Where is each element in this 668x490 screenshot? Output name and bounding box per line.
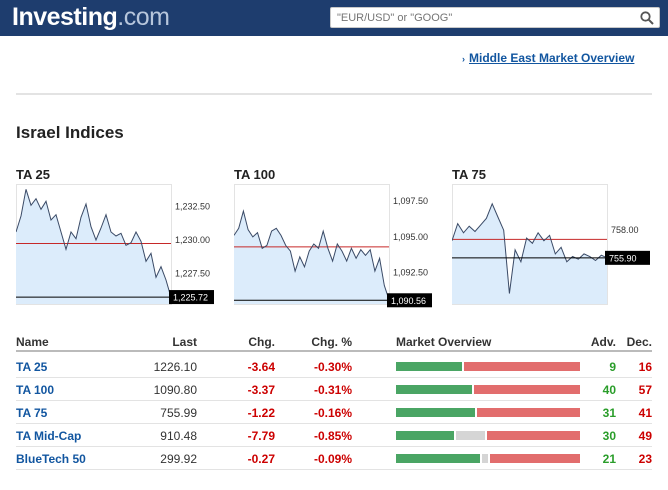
table-row: TA 75 755.99 -1.22 -0.16% 31 41: [16, 401, 652, 424]
search-box[interactable]: [330, 7, 660, 28]
site-logo[interactable]: Investing.com: [12, 3, 170, 32]
area-fill: [16, 189, 171, 304]
market-overview-bar: [396, 431, 580, 440]
change-percent: -0.30%: [313, 360, 352, 374]
unchanged-segment: [454, 431, 486, 440]
middle-east-overview-link[interactable]: › Middle East Market Overview: [462, 51, 634, 65]
advancers-count: 40: [602, 383, 616, 397]
chart-ta25[interactable]: 1,232.50 1,230.00 1,227.50 1,225.72: [16, 184, 216, 309]
decliners-count: 57: [638, 383, 652, 397]
price-line: [452, 202, 608, 294]
last-value-box: [605, 250, 650, 265]
market-overview-bar: [396, 362, 580, 371]
advancers-segment: [396, 362, 463, 371]
page-title: Israel Indices: [16, 123, 124, 142]
y-tick-label: 1,230.00: [175, 235, 210, 245]
advancers-count: 9: [609, 360, 616, 374]
last-value-box: [169, 290, 214, 305]
last-value: 299.92: [160, 452, 197, 466]
last-value: 755.99: [160, 406, 197, 420]
last-value-label: 1,225.72: [173, 293, 208, 303]
chart-ta75[interactable]: 758.00 755.90: [452, 184, 652, 309]
change-value: -3.64: [247, 360, 275, 374]
header-chg-pct[interactable]: Chg. %: [311, 335, 352, 349]
y-tick-label: 1,097.50: [393, 196, 428, 206]
change-value: -0.27: [247, 452, 275, 466]
decliners-segment: [485, 431, 580, 440]
decliners-count: 16: [638, 360, 652, 374]
decliners-count: 23: [638, 452, 652, 466]
decliners-segment: [488, 454, 580, 463]
chevron-right-icon: ›: [462, 54, 465, 64]
change-percent: -0.16%: [313, 406, 352, 420]
header-chg[interactable]: Chg.: [248, 335, 275, 349]
area-fill: [234, 211, 389, 304]
last-value-label: 755.90: [609, 253, 637, 263]
middle-east-overview-label: Middle East Market Overview: [469, 51, 635, 65]
logo-main: Investing: [12, 3, 118, 31]
header-name[interactable]: Name: [16, 335, 49, 349]
table-row: TA 25 1226.10 -3.64 -0.30% 9 16: [16, 355, 652, 378]
market-overview-bar: [396, 454, 580, 463]
area-fill: [452, 203, 607, 304]
change-percent: -0.31%: [313, 383, 352, 397]
decliners-segment: [462, 362, 580, 371]
top-header: Investing.com: [0, 0, 668, 36]
advancers-count: 30: [602, 429, 616, 443]
change-percent: -0.09%: [313, 452, 352, 466]
header-adv[interactable]: Adv.: [590, 335, 616, 349]
decliners-segment: [471, 385, 580, 394]
logo-suffix: .com: [117, 3, 170, 31]
last-value: 1090.80: [153, 383, 197, 397]
y-tick-label: 1,095.00: [393, 232, 428, 242]
index-name-link[interactable]: BlueTech 50: [16, 452, 86, 466]
advancers-count: 31: [602, 406, 616, 420]
y-tick-label: 1,227.50: [175, 268, 210, 278]
unchanged-segment: [480, 454, 488, 463]
table-row: TA Mid-Cap 910.48 -7.79 -0.85% 30 49: [16, 424, 652, 447]
divider: [16, 93, 652, 95]
advancers-segment: [396, 385, 472, 394]
chart-title-ta25: TA 25: [16, 167, 50, 182]
advancers-count: 21: [602, 452, 616, 466]
y-tick-label: 1,092.50: [393, 268, 428, 278]
index-name-link[interactable]: TA 75: [16, 406, 48, 420]
header-dec[interactable]: Dec.: [626, 335, 652, 349]
index-name-link[interactable]: TA 100: [16, 383, 55, 397]
y-tick-label: 1,232.50: [175, 202, 210, 212]
change-percent: -0.85%: [313, 429, 352, 443]
price-line: [16, 189, 172, 298]
price-line: [234, 209, 390, 300]
header-market-overview: Market Overview: [396, 335, 492, 349]
search-input[interactable]: [337, 10, 627, 26]
header-last[interactable]: Last: [172, 335, 197, 349]
index-name-link[interactable]: TA 25: [16, 360, 48, 374]
decliners-segment: [475, 408, 580, 417]
change-value: -7.79: [247, 429, 275, 443]
chart-title-ta100: TA 100: [234, 167, 276, 182]
search-icon[interactable]: [640, 11, 654, 25]
change-value: -1.22: [247, 406, 275, 420]
table-row: BlueTech 50 299.92 -0.27 -0.09% 21 23: [16, 447, 652, 470]
change-value: -3.37: [247, 383, 275, 397]
table-header: Name Last Chg. Chg. % Market Overview Ad…: [16, 333, 652, 352]
decliners-count: 41: [638, 406, 652, 420]
chart-title-ta75: TA 75: [452, 167, 486, 182]
last-value-label: 1,090.56: [391, 296, 426, 306]
last-value: 1226.10: [153, 360, 197, 374]
advancers-segment: [396, 431, 455, 440]
advancers-segment: [396, 408, 476, 417]
table-row: TA 100 1090.80 -3.37 -0.31% 40 57: [16, 378, 652, 401]
y-tick-label: 758.00: [611, 225, 639, 235]
index-name-link[interactable]: TA Mid-Cap: [16, 429, 82, 443]
advancers-segment: [396, 454, 480, 463]
decliners-count: 49: [638, 429, 652, 443]
chart-ta100[interactable]: 1,097.50 1,095.00 1,092.50 1,090.56: [234, 184, 434, 309]
last-value-box: [387, 293, 432, 308]
last-value: 910.48: [160, 429, 197, 443]
market-overview-bar: [396, 408, 580, 417]
market-overview-bar: [396, 385, 580, 394]
